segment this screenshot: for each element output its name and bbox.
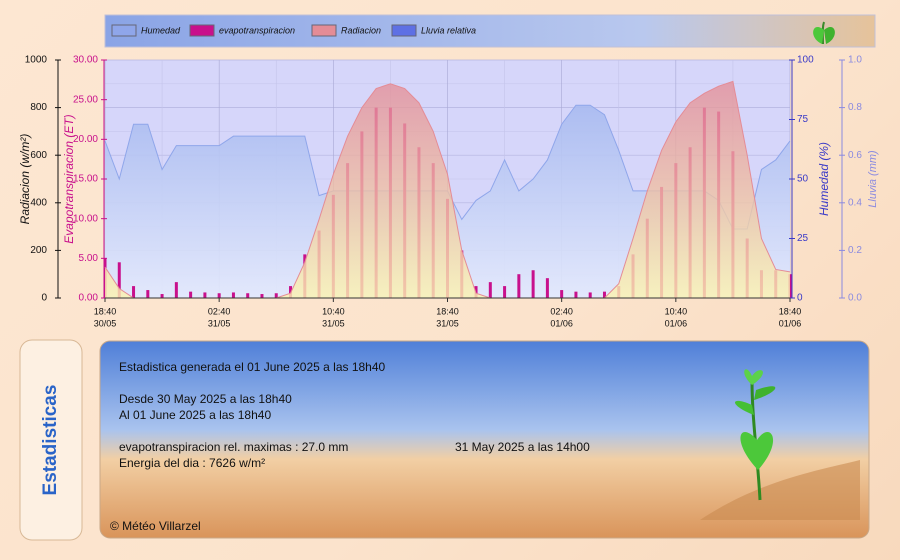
plot <box>103 59 792 299</box>
bar <box>274 293 278 298</box>
tick-label: 200 <box>30 245 47 256</box>
bar <box>531 270 535 298</box>
x-tick-label: 10:40 <box>322 306 345 316</box>
bar <box>574 291 578 298</box>
bar <box>260 294 264 298</box>
tick-label: 20.00 <box>73 134 98 145</box>
tick-label: 25.00 <box>73 94 98 105</box>
y4-axis-label: Lluvia (mm) <box>867 150 879 208</box>
bar <box>231 292 235 298</box>
tick-label: 0 <box>41 293 47 304</box>
tick-label: 100 <box>797 55 814 66</box>
tick-label: 75 <box>797 114 809 125</box>
plant-illustration <box>700 369 860 520</box>
x-tick-label: 01/06 <box>779 318 802 328</box>
bar <box>189 291 193 298</box>
bar <box>503 286 507 298</box>
x-tick-label: 18:40 <box>94 306 117 316</box>
x-tick-label: 30/05 <box>94 318 117 328</box>
x-tick-label: 02:40 <box>550 306 573 316</box>
tick-label: 800 <box>30 102 47 113</box>
bar <box>132 286 136 298</box>
tick-label: 1.0 <box>848 55 862 66</box>
stats-panel <box>99 340 870 539</box>
tick-label: 0.4 <box>848 197 862 208</box>
bar <box>146 290 150 298</box>
legend-label: Lluvia relativa <box>421 25 476 35</box>
stats-line: Desde 30 May 2025 a las 18h40 <box>119 392 292 406</box>
bar <box>517 274 521 298</box>
x-tick-label: 01/06 <box>550 318 573 328</box>
legend-label: Radiacion <box>341 25 381 35</box>
stats-line: Energia del dia : 7626 w/m² <box>119 456 265 470</box>
bar <box>174 282 178 298</box>
bar <box>560 290 564 298</box>
y3-axis-label: Humedad (%) <box>817 142 831 216</box>
bar <box>117 262 121 298</box>
tick-label: 0.2 <box>848 245 862 256</box>
x-tick-label: 31/05 <box>322 318 345 328</box>
tick-label: 0.00 <box>79 293 99 304</box>
bar <box>217 293 221 298</box>
tick-label: 5.00 <box>79 253 99 264</box>
stats-line: Estadistica generada el 01 June 2025 a l… <box>119 360 386 374</box>
x-tick-label: 31/05 <box>436 318 459 328</box>
x-tick-label: 10:40 <box>665 306 688 316</box>
tick-label: 30.00 <box>73 55 98 66</box>
tick-label: 1000 <box>25 55 48 66</box>
bar <box>203 292 207 298</box>
bar <box>488 282 492 298</box>
tick-label: 0.0 <box>848 293 862 304</box>
legend-swatch <box>391 24 417 37</box>
legend-label: evapotranspiracion <box>219 25 295 35</box>
bar <box>602 291 606 298</box>
y2-axis-label: Evapotranspiracion (ET) <box>62 114 76 243</box>
bar <box>246 293 250 298</box>
legend-swatch <box>311 24 337 37</box>
tick-label: 10.00 <box>73 213 98 224</box>
tick-label: 0 <box>797 293 803 304</box>
tick-label: 0.6 <box>848 150 862 161</box>
bar <box>160 294 164 298</box>
tick-label: 25 <box>797 233 809 244</box>
tick-label: 600 <box>30 150 47 161</box>
stats-title: Estadisticas <box>40 385 61 496</box>
x-tick-label: 02:40 <box>208 306 231 316</box>
bar <box>588 292 592 298</box>
x-tick-label: 18:40 <box>779 306 802 316</box>
stats-tab <box>19 339 83 541</box>
tick-label: 15.00 <box>73 174 98 185</box>
tick-label: 0.8 <box>848 102 862 113</box>
legend-box <box>104 14 876 48</box>
stats-line: Al 01 June 2025 a las 18h40 <box>119 408 271 422</box>
stats-line: evapotranspiracion rel. maximas : 27.0 m… <box>119 440 348 454</box>
tick-label: 400 <box>30 197 47 208</box>
y-axis-label: Radiacion (w/m²) <box>18 134 32 225</box>
stats-date: 31 May 2025 a las 14h00 <box>455 440 590 454</box>
x-tick-label: 31/05 <box>208 318 231 328</box>
bar <box>545 278 549 298</box>
plant-icon <box>813 21 835 45</box>
x-tick-label: 01/06 <box>665 318 688 328</box>
legend-label: Humedad <box>141 25 181 35</box>
legend-swatch <box>189 24 215 37</box>
legend-swatch <box>111 24 137 37</box>
area-fill <box>105 81 790 298</box>
tick-label: 50 <box>797 174 809 185</box>
x-tick-label: 18:40 <box>436 306 459 316</box>
copyright: © Météo Villarzel <box>110 519 201 533</box>
